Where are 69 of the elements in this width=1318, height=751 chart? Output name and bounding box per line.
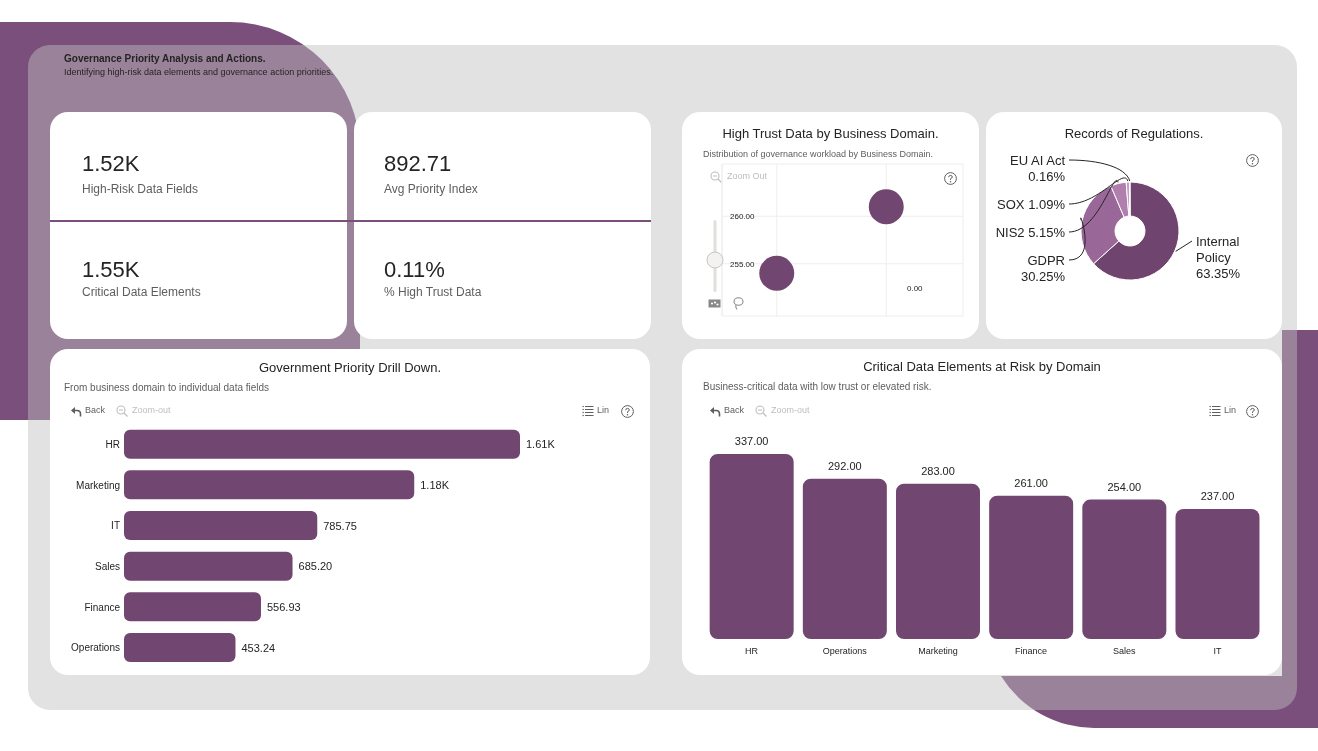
data-label: 63.35% xyxy=(1196,265,1241,281)
x-tick-label: Sales xyxy=(1112,646,1137,657)
y-tick-label: HR xyxy=(105,438,120,450)
annotation: 0.00 xyxy=(907,284,923,293)
bar xyxy=(124,470,415,500)
data-label: 1.18K xyxy=(420,478,450,491)
data-label: 785.75 xyxy=(323,519,357,532)
y-tick-label: 255.00 xyxy=(730,259,756,269)
y-tick-label: Marketing xyxy=(76,479,120,491)
slice-label: Internal Policy xyxy=(1196,233,1240,265)
text: Avg Priority Index xyxy=(384,182,478,196)
text: % High Trust Data xyxy=(384,285,482,299)
bar xyxy=(1082,499,1167,639)
annotation: Zoom Out xyxy=(727,171,768,181)
text: Identifying high-risk data elements and governance action priorities. xyxy=(64,67,334,77)
text: Governance Priority Analysis and Actions. xyxy=(64,53,266,64)
bar xyxy=(124,592,261,622)
bar xyxy=(1175,508,1260,639)
bar xyxy=(989,495,1074,639)
text: Critical Data Elements xyxy=(82,285,201,299)
slice-label: SOX 1.09% xyxy=(997,196,1066,212)
data-label: 337.00 xyxy=(734,435,769,447)
data-label: 685.20 xyxy=(298,560,333,573)
data-label: 30.25% xyxy=(1020,268,1066,284)
chart-title: Records of Regulations. xyxy=(1064,126,1204,141)
bar xyxy=(124,551,293,581)
data-label: 237.00 xyxy=(1200,489,1235,502)
chart-title: Critical Data Elements at Risk by Domain xyxy=(863,359,1101,374)
text: 0.11% xyxy=(384,257,445,282)
x-tick-label: Finance xyxy=(1015,646,1048,657)
data-label: 1.61K xyxy=(526,438,556,451)
text: Lin xyxy=(597,405,610,415)
y-tick-label: Sales xyxy=(94,560,120,572)
text: Zoom-out xyxy=(132,405,171,415)
data-label: 292.00 xyxy=(828,459,862,472)
slice-label: EU AI Act xyxy=(1010,152,1066,168)
text: 1.55K xyxy=(82,257,140,282)
x-tick-label: IT xyxy=(1213,646,1222,657)
text: 892.71 xyxy=(384,151,452,176)
bar xyxy=(124,511,318,541)
y-tick-label: IT xyxy=(111,520,120,532)
text: Zoom-out xyxy=(771,405,810,415)
slice-label: GDPR xyxy=(1027,252,1065,268)
x-tick-label: Operations xyxy=(822,646,868,657)
chart-subtitle: Distribution of governance workload by Business Domain. xyxy=(703,149,934,159)
text: High-Risk Data Fields xyxy=(82,182,199,196)
data-label: 0.16% xyxy=(1028,168,1066,184)
x-tick-label: Marketing xyxy=(918,646,958,657)
data-label: 254.00 xyxy=(1107,480,1142,493)
y-tick-label: 260.00 xyxy=(730,212,756,222)
y-tick-label: Finance xyxy=(84,601,121,613)
text: 1.52K xyxy=(82,151,140,176)
text: Back xyxy=(85,405,106,415)
chart-title: Government Priority Drill Down. xyxy=(258,360,442,375)
chart-title: High Trust Data by Business Domain. xyxy=(722,126,939,141)
bar xyxy=(895,483,980,639)
chart-subtitle: Business-critical data with low trust or elevated risk. xyxy=(703,381,932,392)
bar xyxy=(709,454,794,639)
bar xyxy=(124,429,520,459)
data-label: 556.93 xyxy=(266,600,301,613)
text: Lin xyxy=(1224,405,1237,415)
data-label: 453.24 xyxy=(241,641,276,654)
data-label: 283.00 xyxy=(921,464,955,477)
bar xyxy=(802,478,887,639)
text: Back xyxy=(724,405,745,415)
chart-subtitle: From business domain to individual data fields xyxy=(64,382,270,393)
slice-label: NIS2 5.15% xyxy=(995,224,1066,240)
bar xyxy=(124,633,236,663)
data-label: 261.00 xyxy=(1014,476,1048,489)
